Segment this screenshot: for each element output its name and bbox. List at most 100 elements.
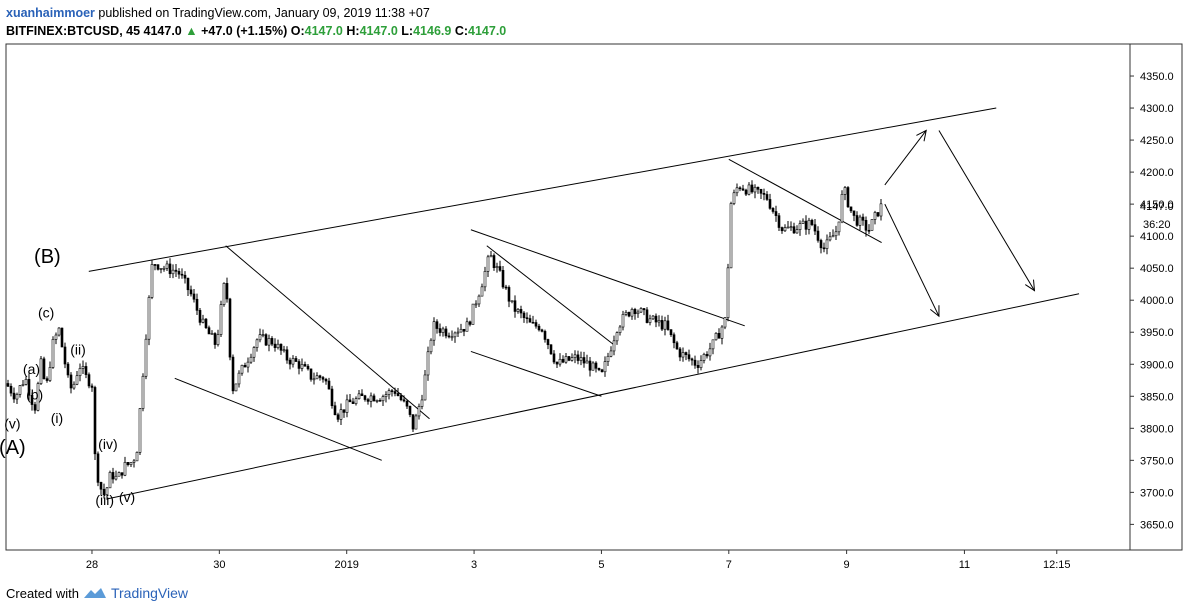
- candle-body: [567, 356, 571, 361]
- plot-border: [5, 43, 1183, 551]
- candle-body: [426, 351, 430, 376]
- candle-body: [645, 309, 649, 323]
- y-tick-label: 3850.0: [1140, 391, 1174, 403]
- x-tick-label: 30: [213, 559, 225, 571]
- candles: [6, 180, 883, 500]
- candle-body: [240, 364, 244, 374]
- candle-body: [147, 297, 151, 340]
- author-link[interactable]: xuanhaimmoer: [6, 6, 95, 20]
- wave-labels: (a) (b) (c) (ii) (i) (v) (A) (iv) (iii) (v) (B): [0, 246, 135, 508]
- candle-body: [717, 332, 721, 339]
- candle-body: [18, 385, 22, 395]
- candle-body: [486, 256, 490, 272]
- candle-body: [108, 472, 112, 489]
- candle-body: [669, 329, 673, 336]
- candle-body: [696, 365, 700, 368]
- candle-body: [303, 364, 307, 367]
- tradingview-brand[interactable]: TradingView: [110, 585, 189, 601]
- candle-body: [852, 210, 856, 216]
- candle-body: [648, 318, 652, 323]
- candle-body: [792, 226, 796, 234]
- candle-body: [366, 399, 370, 402]
- candle-body: [258, 334, 262, 341]
- candle-body: [189, 289, 193, 295]
- candle-body: [489, 255, 493, 258]
- wedge3-upper-line: [728, 158, 882, 243]
- candle-body: [99, 482, 103, 490]
- candle-body: [741, 188, 745, 191]
- chart-header: xuanhaimmoer published on TradingView.co…: [6, 4, 506, 40]
- candle-body: [756, 186, 760, 190]
- candle-body: [117, 472, 121, 477]
- candle-body: [285, 349, 289, 361]
- candle-body: [681, 352, 685, 358]
- candle-body: [855, 215, 859, 226]
- wedge1-upper-line: [225, 245, 430, 420]
- candle-body: [594, 362, 598, 369]
- candle-body: [213, 333, 217, 345]
- symbol-label: BITFINEX:BTCUSD, 45: [6, 24, 144, 38]
- y-tick-label: 4000.0: [1140, 295, 1174, 307]
- candle-body: [876, 212, 880, 217]
- y-tick-label: 4300.0: [1140, 103, 1174, 115]
- candle-body: [72, 383, 76, 389]
- candle-body: [228, 298, 232, 358]
- price-axis[interactable]: 3650.0 3700.0 3750.0 3800.0 3850.0 3900.0 3950…: [1130, 71, 1174, 531]
- candle-body: [513, 300, 517, 312]
- candle-body: [480, 286, 484, 297]
- candle-body: [51, 339, 55, 368]
- candle-body: [381, 396, 385, 402]
- candle-body: [27, 379, 31, 396]
- candle-body: [387, 390, 391, 395]
- candle-body: [759, 189, 763, 194]
- time-axis[interactable]: 28 30 2019 3 5 7 9 11 12:15: [86, 550, 1071, 571]
- candle-body: [630, 309, 634, 317]
- candle-body: [546, 339, 550, 346]
- candle-body: [87, 374, 91, 387]
- candle-body: [846, 187, 850, 208]
- candle-body: [423, 374, 427, 401]
- candle-body: [558, 358, 562, 365]
- candle-body: [432, 321, 436, 341]
- candle-body: [69, 374, 73, 389]
- candle-body: [336, 414, 340, 420]
- candle-body: [225, 283, 229, 300]
- candle-body: [576, 354, 580, 361]
- candle-body: [642, 308, 646, 311]
- projection-up-arrow-head: [916, 129, 927, 142]
- y-tick-label: 4350.0: [1140, 71, 1174, 83]
- candle-body: [24, 379, 28, 385]
- candle-body: [738, 187, 742, 190]
- high-value: 4147.0: [359, 24, 398, 38]
- candle-body: [153, 264, 157, 266]
- candle-body: [390, 390, 394, 392]
- candle-body: [360, 393, 364, 397]
- candle-body: [561, 358, 565, 363]
- candle-body: [501, 270, 505, 288]
- candle-body: [357, 393, 361, 400]
- candle-body: [363, 395, 367, 400]
- countdown-label: 36:20: [1143, 219, 1171, 231]
- candle-body: [243, 364, 247, 368]
- projection-down-arrow-shaft: [884, 203, 940, 317]
- candle-body: [315, 375, 319, 380]
- candle-body: [414, 415, 418, 430]
- candle-body: [222, 283, 226, 305]
- candle-body: [624, 312, 628, 315]
- candle-body: [429, 339, 433, 353]
- candle-body: [234, 383, 238, 392]
- candle-body: [420, 399, 424, 407]
- last-price: 4147.0: [143, 24, 182, 38]
- candle-body: [207, 327, 211, 335]
- candle-body: [441, 328, 445, 333]
- candle-body: [402, 399, 406, 402]
- wedge1-lower-line: [174, 377, 382, 461]
- price-change: +47.0 (+1.15%): [201, 24, 288, 38]
- candle-body: [123, 462, 127, 476]
- candle-body: [33, 404, 37, 411]
- candle-body: [12, 392, 16, 400]
- candle-body: [312, 378, 316, 381]
- candle-body: [708, 348, 712, 357]
- candle-body: [747, 184, 751, 195]
